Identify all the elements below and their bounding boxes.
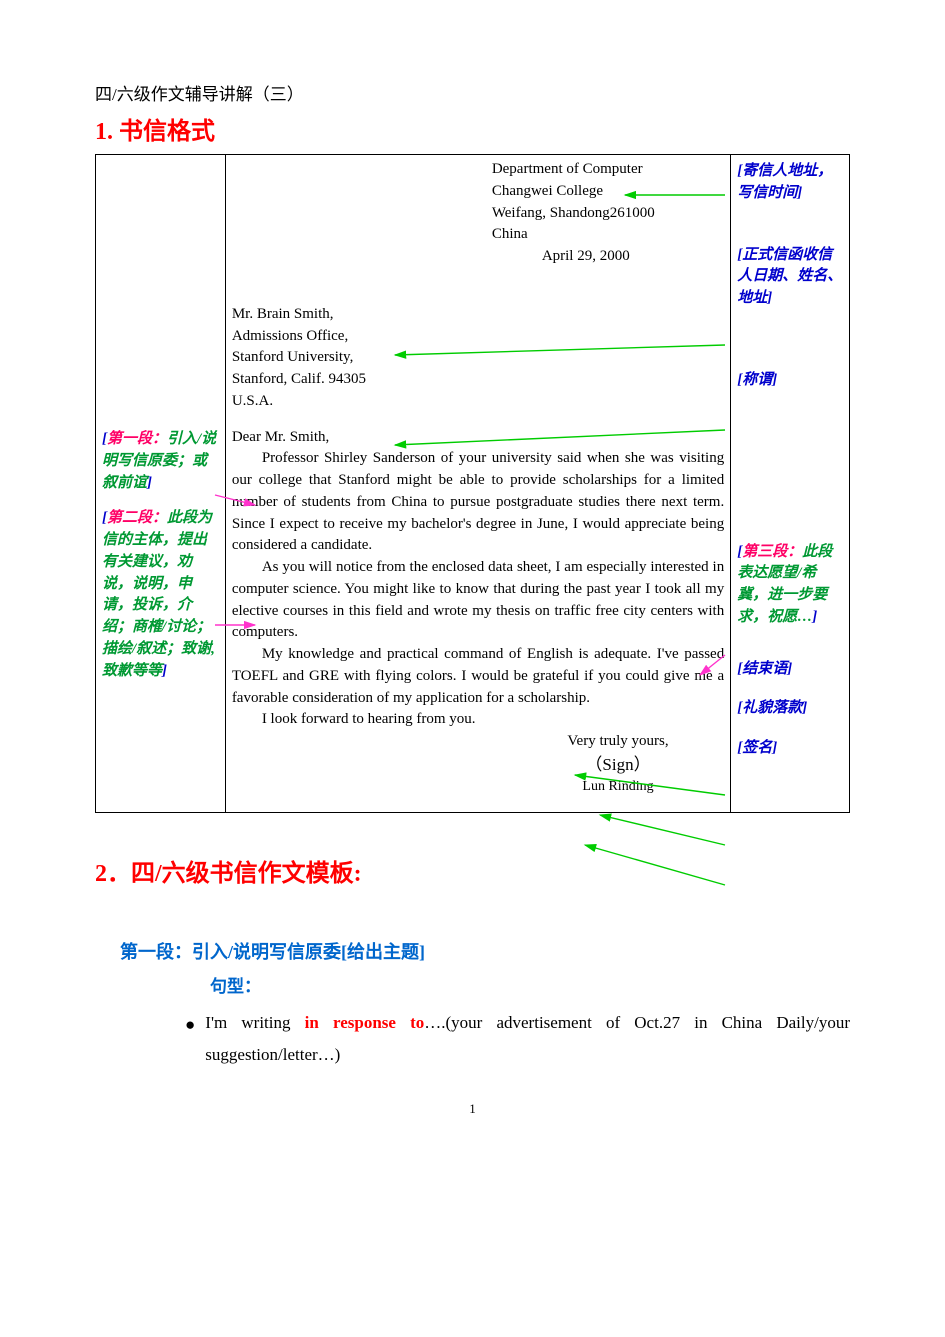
- bullet-text: I'm writing in response to….(your advert…: [205, 1007, 850, 1072]
- sender-addr-line: Weifang, Shandong261000: [492, 203, 724, 225]
- sentence-type-label: 句型：: [210, 972, 850, 997]
- right-note-recipient: [正式信函收信人日期、姓名、地址]: [737, 245, 843, 310]
- recipient-line: Stanford University,: [232, 347, 724, 369]
- sender-addr-line: Changwei College: [492, 181, 724, 203]
- salutation: Dear Mr. Smith,: [232, 427, 724, 449]
- right-note-closing: [结束语]: [737, 659, 843, 681]
- left-note-para1: [第一段：引入/说明写信原委；或叙前谊]: [102, 429, 219, 494]
- letter-para2: As you will notice from the enclosed dat…: [232, 557, 724, 644]
- letter-para1: Professor Shirley Sanderson of your univ…: [232, 448, 724, 557]
- sender-addr-line: Department of Computer: [492, 159, 724, 181]
- right-note-courtesy: [礼貌落款]: [737, 698, 843, 720]
- recipient-line: Mr. Brain Smith,: [232, 304, 724, 326]
- sender-addr-line: China: [492, 224, 724, 246]
- section-2-heading: 2．四/六级书信作文模板:: [95, 853, 850, 888]
- template-subheading: 第一段：引入/说明写信原委[给出主题]: [120, 938, 850, 964]
- left-notes-cell: [第一段：引入/说明写信原委；或叙前谊] [第二段：此段为信的主体，提出有关建议…: [96, 155, 226, 813]
- document-title: 四/六级作文辅导讲解（三）: [95, 80, 850, 105]
- letter-body-cell: Department of Computer Changwei College …: [225, 155, 730, 813]
- right-note-signature: [签名]: [737, 738, 843, 760]
- page-number: 1: [95, 1101, 850, 1117]
- closing-phrase: Very truly yours,: [512, 731, 724, 753]
- section-1-heading: 1. 书信格式: [95, 111, 850, 146]
- recipient-line: Stanford, Calif. 94305: [232, 369, 724, 391]
- left-note-para2: [第二段：此段为信的主体，提出有关建议，劝说，说明，申请，投诉，介绍；商榷/讨论…: [102, 508, 219, 682]
- recipient-line: U.S.A.: [232, 391, 724, 413]
- sign-name: Lun Rinding: [512, 777, 724, 797]
- recipient-line: Admissions Office,: [232, 326, 724, 348]
- right-note-salutation: [称谓]: [737, 370, 843, 392]
- letter-para3: My knowledge and practical command of En…: [232, 644, 724, 709]
- letter-para4: I look forward to hearing from you.: [232, 709, 724, 731]
- bullet-emphasis: in response to: [305, 1013, 425, 1032]
- right-note-para3: [第三段：此段表达愿望/希冀，进一步要求，祝愿…]: [737, 542, 843, 629]
- sign-placeholder: （Sign）: [512, 753, 724, 778]
- right-note-sender: [寄信人地址，写信时间]: [737, 161, 843, 205]
- letter-date: April 29, 2000: [542, 246, 724, 268]
- bullet-icon: ●: [185, 1009, 195, 1072]
- letter-format-table: [第一段：引入/说明写信原委；或叙前谊] [第二段：此段为信的主体，提出有关建议…: [95, 154, 850, 813]
- right-notes-cell: [寄信人地址，写信时间] [正式信函收信人日期、姓名、地址] [称谓] [第三段…: [731, 155, 850, 813]
- bullet-pre: I'm writing: [205, 1013, 304, 1032]
- template-bullet: ● I'm writing in response to….(your adve…: [185, 1007, 850, 1072]
